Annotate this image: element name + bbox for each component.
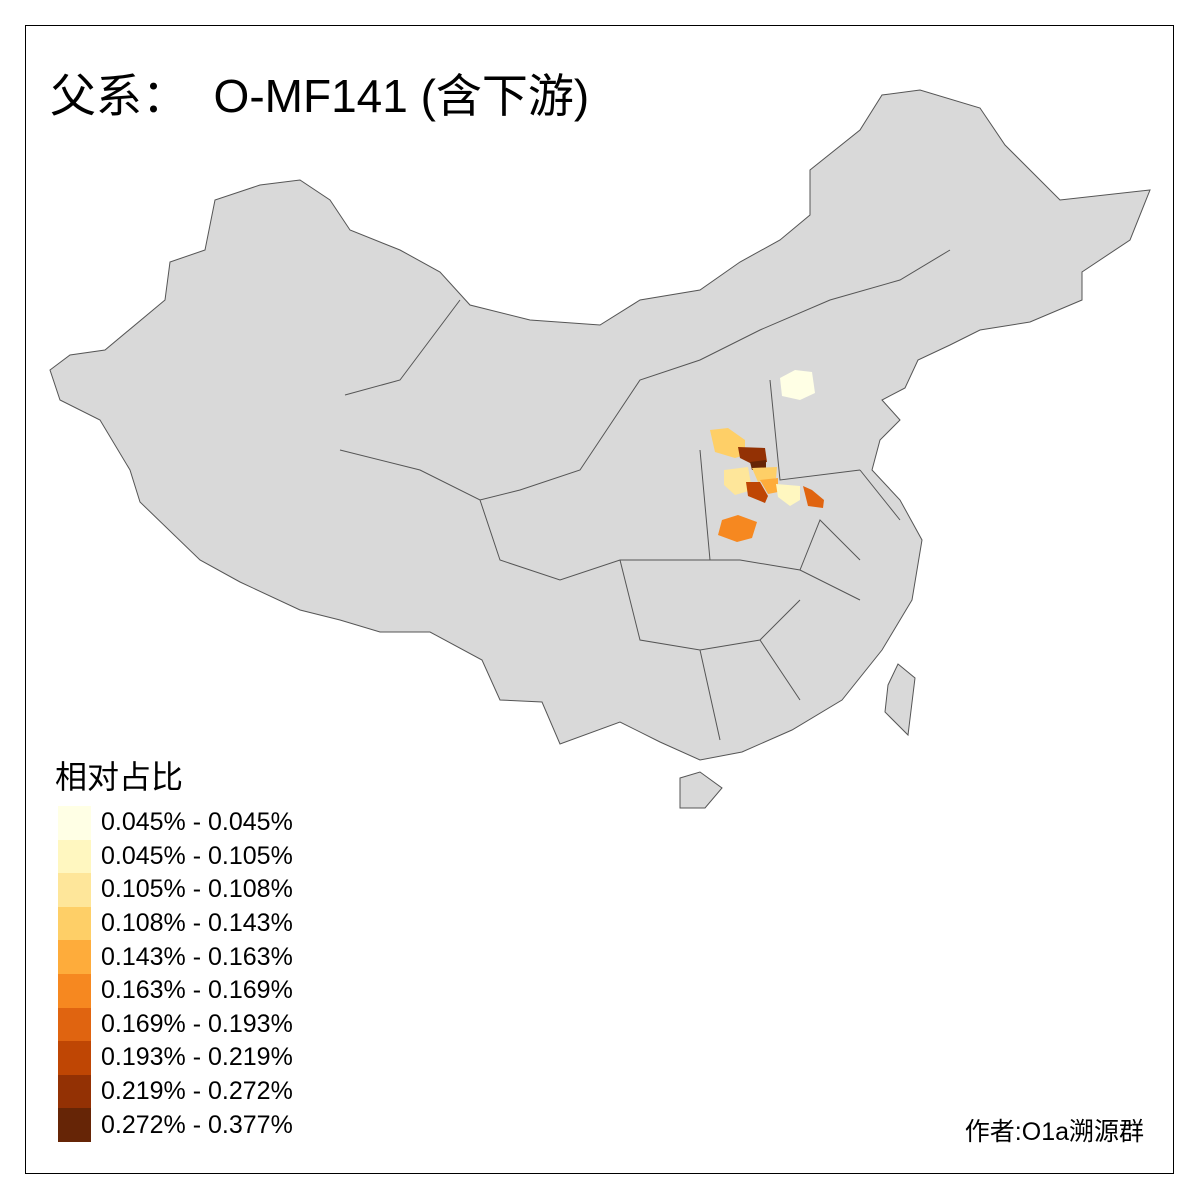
region-zhengzhou [760,478,778,494]
region-lvliang [710,428,745,458]
legend-label: 0.105% - 0.108% [101,875,293,904]
region-linfen [738,447,767,464]
legend-label: 0.045% - 0.105% [101,841,293,870]
legend-label: 0.045% - 0.045% [101,808,293,837]
legend-swatch [58,839,91,874]
legend-swatch [58,873,91,907]
legend-item: 0.105% - 0.108% [58,873,293,907]
legend-swatch [58,806,91,840]
legend-swatch [58,1007,91,1042]
legend-swatch [58,906,91,941]
province-borders [339,249,951,741]
author-credit: 作者:O1a溯源群 [964,1118,1144,1146]
legend-swatch [58,940,91,974]
region-nanyang [718,515,757,542]
region-shangqiu [803,486,824,508]
region-jiaozuo [752,467,777,482]
legend-item: 0.163% - 0.169% [58,973,293,1008]
legend-title: 相对占比 [55,758,184,796]
legend-item: 0.272% - 0.377% [58,1108,293,1142]
legend-label: 0.219% - 0.272% [101,1077,293,1106]
legend-label: 0.169% - 0.193% [101,1009,293,1038]
legend-label: 0.193% - 0.219% [101,1043,293,1072]
map-title: 父系： O-MF141 (含下游) [50,70,590,122]
legend-label: 0.163% - 0.169% [101,976,293,1005]
hainan [679,771,723,809]
region-luoyang [746,482,768,503]
legend-swatch [58,973,91,1008]
legend-item: 0.045% - 0.045% [58,806,293,840]
china-mainland [49,89,1151,761]
taiwan [884,663,916,737]
legend-label: 0.108% - 0.143% [101,909,293,938]
legend-label: 0.143% - 0.163% [101,942,293,971]
region-datong [780,370,815,400]
legend-label: 0.272% - 0.377% [101,1110,293,1139]
colored-regions [710,370,824,542]
legend-item: 0.143% - 0.163% [58,940,293,974]
legend-swatch [58,1041,91,1075]
region-jincheng [750,460,766,470]
legend-item: 0.108% - 0.143% [58,906,293,941]
legend-swatch [58,1108,91,1142]
legend-item: 0.169% - 0.193% [58,1007,293,1042]
region-sanmenxia [724,467,752,495]
legend-item: 0.045% - 0.105% [58,839,293,874]
legend-item: 0.219% - 0.272% [58,1074,293,1109]
region-kaifeng [776,484,800,506]
legend-item: 0.193% - 0.219% [58,1041,293,1075]
legend-swatch [58,1074,91,1109]
plot-frame [25,25,1174,1174]
legend: 0.045% - 0.045% 0.045% - 0.105% 0.105% - 0… [58,806,293,1142]
